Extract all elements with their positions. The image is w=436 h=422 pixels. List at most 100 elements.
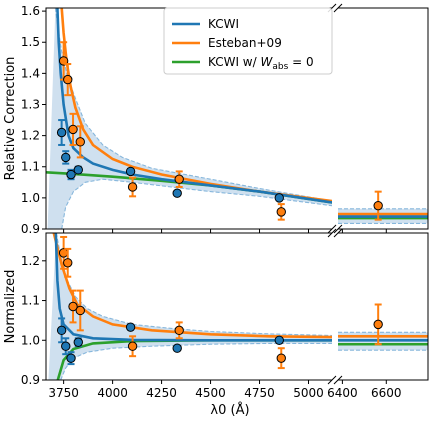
marker xyxy=(68,124,78,135)
y-tick-label: 1.3 xyxy=(21,97,40,111)
legend-label-kcwi-wabs0-subscript: abs xyxy=(272,62,288,72)
axes-frame-left xyxy=(45,232,332,381)
point-kcwi-6 xyxy=(274,193,284,203)
y-tick-label: 1.5 xyxy=(21,35,40,49)
point-esteban-3 xyxy=(75,289,85,332)
point-kcwi-2 xyxy=(66,168,76,181)
point-kcwi-2 xyxy=(66,351,76,366)
break-mark xyxy=(333,375,343,385)
band-lower-edge xyxy=(61,178,332,229)
x-tick-label: 4250 xyxy=(146,386,177,400)
marker xyxy=(61,341,71,351)
x-tick-label: 6400 xyxy=(327,386,358,400)
point-esteban-3 xyxy=(75,125,85,159)
point-esteban-7 xyxy=(373,190,383,221)
marker xyxy=(125,322,136,332)
panel-relative-correction: 0.9 1.0 1.1 1.2 1.3 1.4 1.5 1.6 Relative Correct… xyxy=(3,3,429,236)
point-kcwi-1 xyxy=(61,150,71,165)
break-mark xyxy=(333,228,343,238)
curve-kcwi xyxy=(56,8,332,204)
plot-area-left xyxy=(46,8,332,229)
plot-area-right xyxy=(338,303,428,351)
marker xyxy=(58,248,69,258)
legend-label-kcwi-wabs0-symbol: W xyxy=(260,55,273,69)
marker xyxy=(73,165,83,175)
y-tick-label: 1.2 xyxy=(21,129,40,143)
marker xyxy=(172,188,182,198)
marker xyxy=(373,319,383,330)
y-axis-title: Normalized xyxy=(3,270,18,344)
break-mark xyxy=(327,224,337,234)
point-esteban-6 xyxy=(276,203,286,221)
marker xyxy=(56,127,67,138)
marker xyxy=(276,207,286,217)
break-mark xyxy=(333,224,343,234)
marker xyxy=(172,343,182,353)
panels-group: 0.9 1.0 1.1 1.2 1.3 1.4 1.5 1.6 Relative Correct… xyxy=(3,3,429,400)
legend-label-kcwi: KCWI xyxy=(208,17,239,31)
marker xyxy=(174,174,184,184)
marker xyxy=(75,137,85,147)
point-esteban-1 xyxy=(63,63,73,97)
x-tick-label: 3750 xyxy=(48,386,79,400)
marker xyxy=(274,335,284,345)
band-lower-edge xyxy=(60,342,332,380)
point-esteban-2 xyxy=(68,289,78,324)
break-mark xyxy=(333,3,343,13)
marker xyxy=(58,56,69,66)
marker xyxy=(73,337,83,347)
point-kcwi-4 xyxy=(125,166,136,177)
y-tick-label: 1.1 xyxy=(21,160,40,174)
axes-frame-right xyxy=(338,7,429,230)
band-upper-edge xyxy=(54,8,332,202)
uncertainty-band-fill xyxy=(48,233,332,380)
legend-label-kcwi-wabs0: KCWI w/ Wabs = 0 xyxy=(208,55,314,72)
point-esteban-6 xyxy=(276,347,286,370)
plot-area-right xyxy=(338,190,428,224)
marker xyxy=(68,301,78,312)
axes-frame-right xyxy=(338,232,429,381)
marker xyxy=(56,325,67,336)
curve-kcwi xyxy=(54,233,332,342)
point-kcwi-6 xyxy=(274,335,284,345)
point-esteban-2 xyxy=(68,112,78,146)
break-mark xyxy=(327,375,337,385)
x-tick-label: 4500 xyxy=(195,386,226,400)
uncertainty-band-fill xyxy=(47,8,332,229)
y-tick-label: 0.9 xyxy=(21,222,40,236)
x-tick-label: 4000 xyxy=(97,386,128,400)
point-kcwi-5 xyxy=(172,343,182,353)
marker xyxy=(373,200,383,211)
marker xyxy=(127,182,138,192)
point-esteban-0 xyxy=(58,41,69,81)
plot-area-left xyxy=(48,233,332,380)
legend-frame xyxy=(163,7,333,75)
point-kcwi-5 xyxy=(172,188,182,198)
x-axis-title: λ0 (Å) xyxy=(210,402,249,418)
marker xyxy=(274,193,284,203)
y-axis-title: Relative Correction xyxy=(3,57,18,181)
marker xyxy=(61,152,71,163)
x-tick-label: 4750 xyxy=(244,386,275,400)
point-esteban-5 xyxy=(174,170,184,188)
y-tick-label: 1.0 xyxy=(21,333,40,347)
x-tick-label: 6600 xyxy=(371,386,402,400)
y-tick-label: 1.1 xyxy=(21,294,40,308)
y-tick-label: 0.9 xyxy=(21,373,40,387)
y-tick-label: 1.2 xyxy=(21,254,40,268)
point-kcwi-3 xyxy=(73,337,83,348)
legend-label-kcwi-wabs0-suffix: = 0 xyxy=(288,55,313,69)
y-tick-label: 1.4 xyxy=(21,66,40,80)
point-kcwi-4 xyxy=(125,322,136,332)
point-kcwi-0 xyxy=(56,119,67,146)
marker xyxy=(127,341,138,351)
legend-label-esteban: Esteban+09 xyxy=(208,36,282,50)
marker xyxy=(276,353,286,363)
point-esteban-1 xyxy=(63,247,73,278)
marker xyxy=(63,258,73,268)
point-esteban-4 xyxy=(127,176,138,198)
marker xyxy=(66,169,76,180)
x-tick-label: 5000 xyxy=(293,386,324,400)
